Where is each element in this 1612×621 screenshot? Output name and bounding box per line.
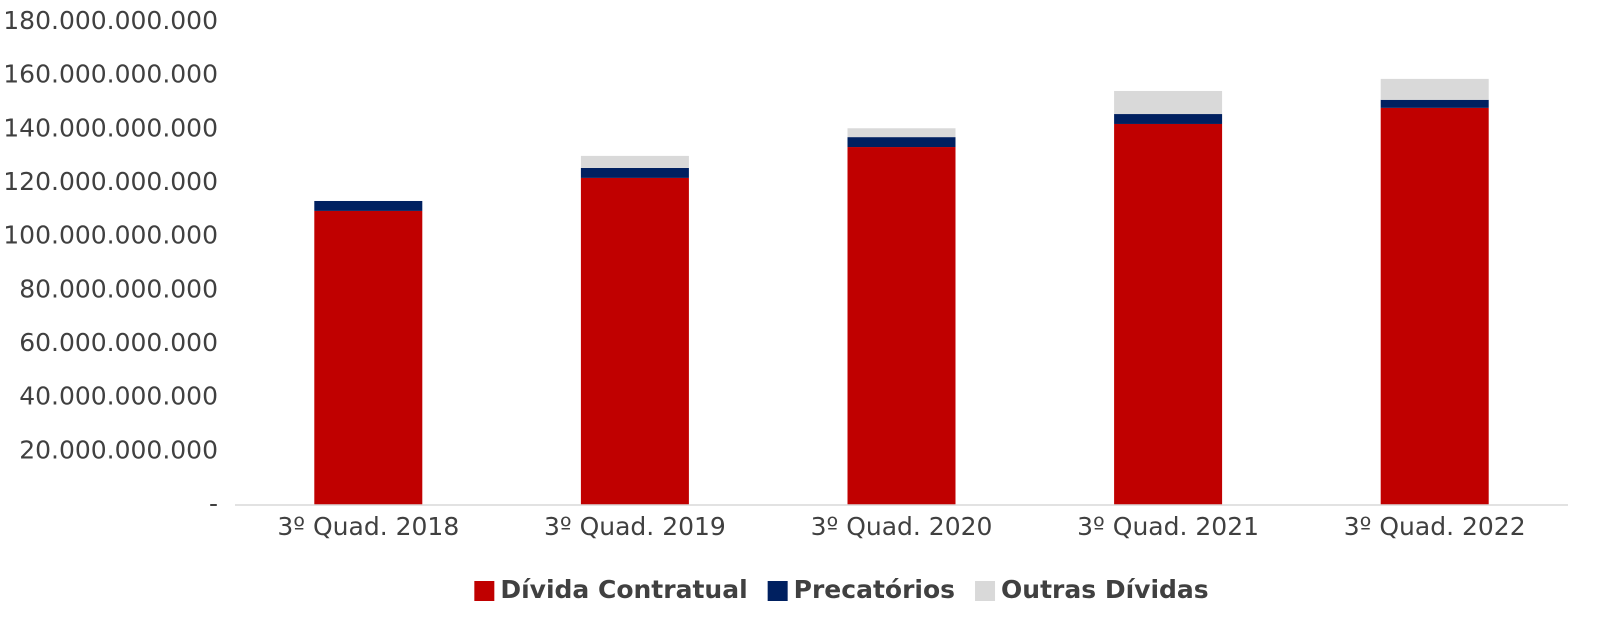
x-tick-label: 3º Quad. 2019: [544, 512, 726, 541]
bar-segment: [314, 210, 423, 505]
legend-label: Precatórios: [794, 575, 955, 604]
bar-segment: [314, 200, 423, 211]
y-tick-label: 180.000.000.000: [3, 6, 218, 35]
x-tick-label: 3º Quad. 2021: [1077, 512, 1259, 541]
bar-segment: [847, 137, 956, 148]
bar-segment: [580, 177, 689, 505]
y-tick-label: 80.000.000.000: [19, 274, 218, 303]
legend-swatch: [767, 581, 788, 601]
bar-segment: [1380, 78, 1489, 100]
bar-segment: [580, 167, 689, 178]
legend-swatch: [975, 581, 996, 601]
y-tick-label: 60.000.000.000: [19, 328, 218, 357]
y-tick-label: 40.000.000.000: [19, 382, 218, 411]
y-tick-label: -: [209, 489, 218, 518]
y-tick-label: 140.000.000.000: [3, 113, 218, 142]
legend: Dívida Contratual Precatórios Outras Dívid…: [474, 575, 1209, 604]
y-tick-label: 120.000.000.000: [3, 167, 218, 196]
y-tick-label: 160.000.000.000: [3, 60, 218, 89]
bar-segment: [1380, 107, 1489, 505]
bar-segment: [847, 147, 956, 505]
bar-segment: [580, 155, 689, 168]
x-tick-label: 3º Quad. 2018: [277, 512, 459, 541]
y-tick-label: 20.000.000.000: [19, 435, 218, 464]
y-tick-label: 100.000.000.000: [3, 221, 218, 250]
legend-label: Dívida Contratual: [500, 575, 747, 604]
bar-segment: [1380, 99, 1489, 108]
legend-label: Outras Dívidas: [1001, 575, 1209, 604]
x-tick-label: 3º Quad. 2022: [1344, 512, 1526, 541]
bar-segment: [847, 128, 956, 138]
x-tick-label: 3º Quad. 2020: [811, 512, 993, 541]
bar-segment: [1114, 123, 1223, 505]
legend-swatch: [474, 581, 495, 601]
bar-segment: [1114, 90, 1223, 115]
bar-segment: [1114, 114, 1223, 124]
